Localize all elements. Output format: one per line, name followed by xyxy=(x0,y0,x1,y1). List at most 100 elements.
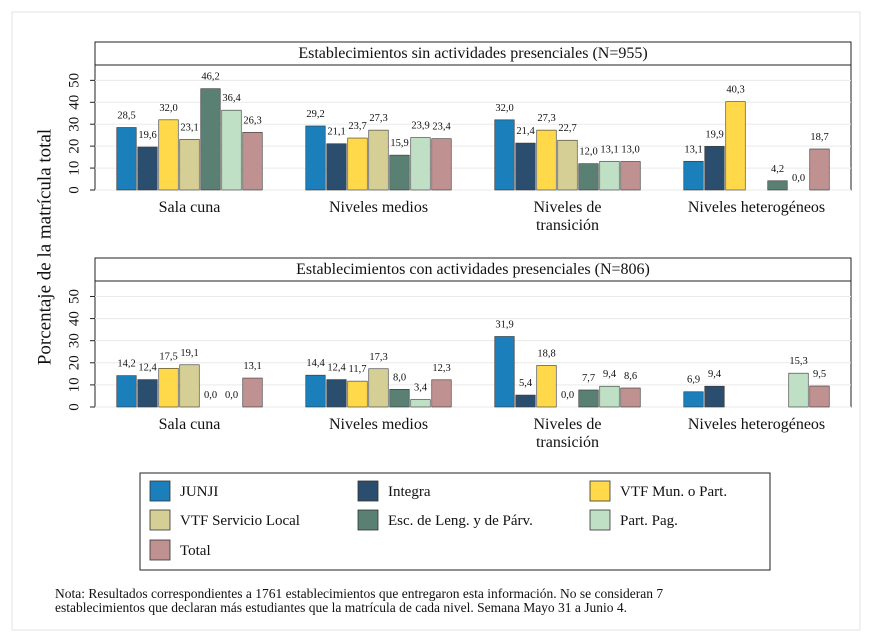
bar xyxy=(578,389,599,408)
bar xyxy=(305,125,326,191)
bar xyxy=(599,385,620,408)
value-label: 13,1 xyxy=(684,144,702,155)
value-label: 12,3 xyxy=(432,363,450,374)
value-label: 8,6 xyxy=(624,371,637,382)
legend-label: Integra xyxy=(388,484,431,500)
bar xyxy=(200,88,221,191)
value-label: 32,0 xyxy=(159,103,177,114)
value-label: 23,4 xyxy=(432,122,451,133)
y-tick-label: 10 xyxy=(66,161,82,176)
value-label: 13,1 xyxy=(600,144,618,155)
value-label: 3,4 xyxy=(414,382,428,393)
bar xyxy=(242,377,263,408)
value-label: 14,4 xyxy=(306,358,325,369)
value-label: 28,5 xyxy=(117,111,135,122)
bar xyxy=(137,379,158,408)
bar xyxy=(494,336,515,408)
panel-title: Establecimientos sin actividades presenc… xyxy=(298,45,647,62)
value-label: 29,2 xyxy=(306,109,324,120)
value-label: 17,3 xyxy=(369,352,387,363)
value-label: 18,7 xyxy=(810,132,828,143)
bar xyxy=(515,394,536,408)
value-label: 19,6 xyxy=(138,130,156,141)
legend-swatch xyxy=(149,480,171,502)
bar xyxy=(788,372,809,408)
x-tick-label: Niveles medios xyxy=(329,416,428,433)
value-label: 21,1 xyxy=(327,127,345,138)
legend-label: VTF Servicio Local xyxy=(180,513,300,529)
value-label: 31,9 xyxy=(495,319,513,330)
bar xyxy=(557,139,578,191)
bar xyxy=(809,148,830,191)
value-label: 19,9 xyxy=(705,129,723,140)
bar xyxy=(809,385,830,408)
bar xyxy=(431,138,452,191)
value-label: 27,3 xyxy=(369,113,387,124)
bar xyxy=(494,119,515,191)
y-tick-label: 30 xyxy=(66,333,82,348)
bar xyxy=(179,139,200,191)
x-tick-label: Niveles de transición xyxy=(534,199,602,234)
bar xyxy=(767,180,788,191)
x-tick-label: Niveles de transición xyxy=(534,416,602,451)
bar xyxy=(578,163,599,191)
value-label: 14,2 xyxy=(117,359,135,370)
legend-swatch xyxy=(357,480,379,502)
bar xyxy=(536,365,557,408)
value-label: 8,0 xyxy=(393,372,406,383)
value-label: 36,4 xyxy=(222,93,241,104)
value-label: 6,9 xyxy=(687,375,700,386)
y-tick-label: 0 xyxy=(66,186,82,194)
bar xyxy=(410,137,431,191)
value-label: 0,0 xyxy=(225,390,238,401)
y-tick-label: 50 xyxy=(66,289,82,304)
bar xyxy=(389,154,410,191)
bar xyxy=(515,142,536,191)
value-label: 23,1 xyxy=(180,122,198,133)
value-label: 13,0 xyxy=(621,144,639,155)
value-label: 12,4 xyxy=(327,363,346,374)
legend-label: JUNJI xyxy=(180,484,218,500)
bar xyxy=(326,379,347,408)
y-tick-label: 10 xyxy=(66,377,82,392)
value-label: 9,4 xyxy=(603,369,617,380)
note: establecimientos que declaran más estudi… xyxy=(55,600,627,615)
value-label: 0,0 xyxy=(792,173,805,184)
y-tick-label: 40 xyxy=(66,95,82,110)
bar xyxy=(305,374,326,408)
legend-swatch xyxy=(149,539,171,561)
bar xyxy=(368,368,389,408)
value-label: 32,0 xyxy=(495,103,513,114)
bar xyxy=(704,146,725,191)
bar xyxy=(431,379,452,408)
value-label: 18,8 xyxy=(537,348,555,359)
legend-swatch xyxy=(589,509,611,531)
value-label: 19,1 xyxy=(180,348,198,359)
value-label: 12,4 xyxy=(138,363,157,374)
y-tick-label: 50 xyxy=(66,73,82,88)
bar xyxy=(137,146,158,191)
value-label: 9,4 xyxy=(708,369,722,380)
legend-label: Part. Pag. xyxy=(620,513,678,529)
legend-label: VTF Mun. o Part. xyxy=(620,484,727,500)
value-label: 7,7 xyxy=(582,373,595,384)
value-label: 0,0 xyxy=(561,390,574,401)
value-label: 0,0 xyxy=(204,390,217,401)
y-tick-label: 30 xyxy=(66,117,82,132)
value-label: 23,9 xyxy=(411,121,429,132)
legend-label: Total xyxy=(180,543,211,559)
bar xyxy=(347,380,368,408)
bar xyxy=(158,368,179,408)
y-axis-label: Porcentaje de la matrícula total xyxy=(34,129,55,365)
bar xyxy=(116,375,137,408)
legend-swatch xyxy=(357,509,379,531)
note: Nota: Resultados correspondientes a 1761… xyxy=(55,586,663,601)
x-tick-label: Niveles heterogéneos xyxy=(688,416,825,433)
x-tick-label: Niveles medios xyxy=(329,199,428,216)
value-label: 5,4 xyxy=(519,378,533,389)
y-tick-label: 20 xyxy=(66,139,82,154)
x-tick-label: Sala cuna xyxy=(159,416,221,433)
legend-box xyxy=(139,472,771,571)
value-label: 17,5 xyxy=(159,351,177,362)
